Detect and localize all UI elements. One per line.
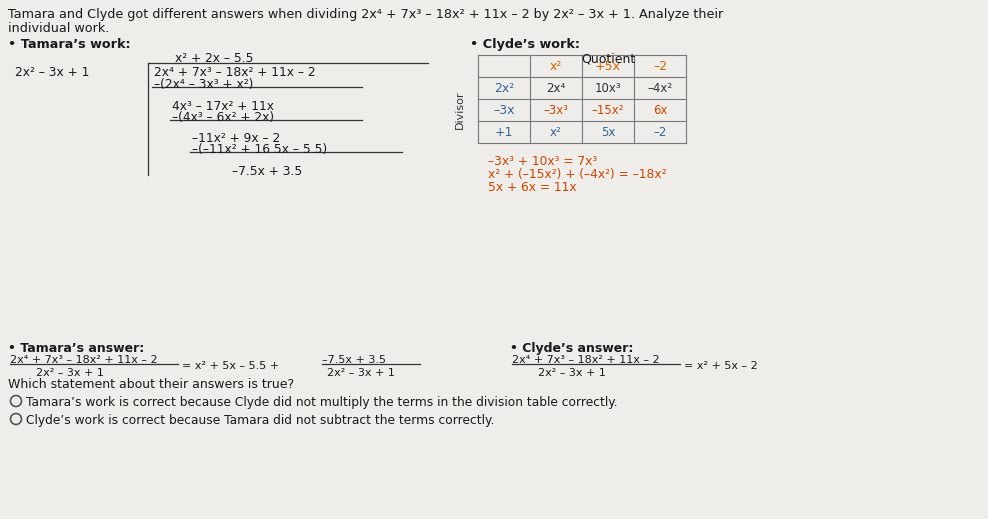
- Text: +5x: +5x: [595, 60, 621, 73]
- Text: Tamara’s work is correct because Clyde did not multiply the terms in the divisio: Tamara’s work is correct because Clyde d…: [26, 396, 618, 409]
- Text: • Clyde’s answer:: • Clyde’s answer:: [510, 342, 633, 355]
- Text: –(2x⁴ – 3x³ + x²): –(2x⁴ – 3x³ + x²): [154, 78, 253, 91]
- Text: 5x + 6x = 11x: 5x + 6x = 11x: [488, 181, 577, 194]
- Text: 5x: 5x: [601, 126, 616, 139]
- Text: Which statement about their answers is true?: Which statement about their answers is t…: [8, 378, 294, 391]
- Text: • Clyde’s work:: • Clyde’s work:: [470, 38, 580, 51]
- Text: 2x² – 3x + 1: 2x² – 3x + 1: [36, 368, 104, 378]
- Text: = x² + 5x – 5.5 +: = x² + 5x – 5.5 +: [182, 361, 280, 371]
- Text: –15x²: –15x²: [592, 103, 624, 116]
- Text: –4x²: –4x²: [647, 81, 673, 94]
- Text: 2x² – 3x + 1: 2x² – 3x + 1: [15, 66, 89, 79]
- Text: 2x² – 3x + 1: 2x² – 3x + 1: [538, 368, 606, 378]
- Text: –7.5x + 3.5: –7.5x + 3.5: [232, 165, 302, 178]
- Text: +1: +1: [495, 126, 513, 139]
- Text: –3x³: –3x³: [543, 103, 568, 116]
- Text: Quotient: Quotient: [581, 53, 635, 66]
- Text: –11x² + 9x – 2: –11x² + 9x – 2: [192, 132, 281, 145]
- Text: x² + (–15x²) + (–4x²) = –18x²: x² + (–15x²) + (–4x²) = –18x²: [488, 168, 667, 181]
- Text: 2x⁴: 2x⁴: [546, 81, 565, 94]
- Text: 4x³ – 17x² + 11x: 4x³ – 17x² + 11x: [172, 100, 274, 113]
- Text: Clyde’s work is correct because Tamara did not subtract the terms correctly.: Clyde’s work is correct because Tamara d…: [26, 414, 494, 427]
- Text: –(–11x² + 16.5x – 5.5): –(–11x² + 16.5x – 5.5): [192, 143, 327, 156]
- Text: 2x²: 2x²: [494, 81, 514, 94]
- Text: 2x⁴ + 7x³ – 18x² + 11x – 2: 2x⁴ + 7x³ – 18x² + 11x – 2: [512, 355, 660, 365]
- Text: –2: –2: [653, 60, 667, 73]
- Text: –3x: –3x: [493, 103, 515, 116]
- Text: • Tamara’s work:: • Tamara’s work:: [8, 38, 130, 51]
- Text: 10x³: 10x³: [595, 81, 621, 94]
- Text: 2x⁴ + 7x³ – 18x² + 11x – 2: 2x⁴ + 7x³ – 18x² + 11x – 2: [10, 355, 158, 365]
- Text: x²: x²: [550, 126, 562, 139]
- Text: –(4x³ – 6x² + 2x): –(4x³ – 6x² + 2x): [172, 111, 274, 124]
- Text: x² + 2x – 5.5: x² + 2x – 5.5: [175, 52, 254, 65]
- Text: Divisor: Divisor: [455, 91, 465, 129]
- Text: 6x: 6x: [653, 103, 667, 116]
- Text: x²: x²: [549, 60, 562, 73]
- Text: Tamara and Clyde got different answers when dividing 2x⁴ + 7x³ – 18x² + 11x – 2 : Tamara and Clyde got different answers w…: [8, 8, 723, 21]
- Text: –3x³ + 10x³ = 7x³: –3x³ + 10x³ = 7x³: [488, 155, 598, 168]
- Text: 2x² – 3x + 1: 2x² – 3x + 1: [327, 368, 395, 378]
- Text: • Tamara’s answer:: • Tamara’s answer:: [8, 342, 144, 355]
- Text: –2: –2: [653, 126, 667, 139]
- Text: individual work.: individual work.: [8, 22, 110, 35]
- Text: –7.5x + 3.5: –7.5x + 3.5: [322, 355, 386, 365]
- Text: = x² + 5x – 2: = x² + 5x – 2: [684, 361, 758, 371]
- Text: 2x⁴ + 7x³ – 18x² + 11x – 2: 2x⁴ + 7x³ – 18x² + 11x – 2: [154, 66, 315, 79]
